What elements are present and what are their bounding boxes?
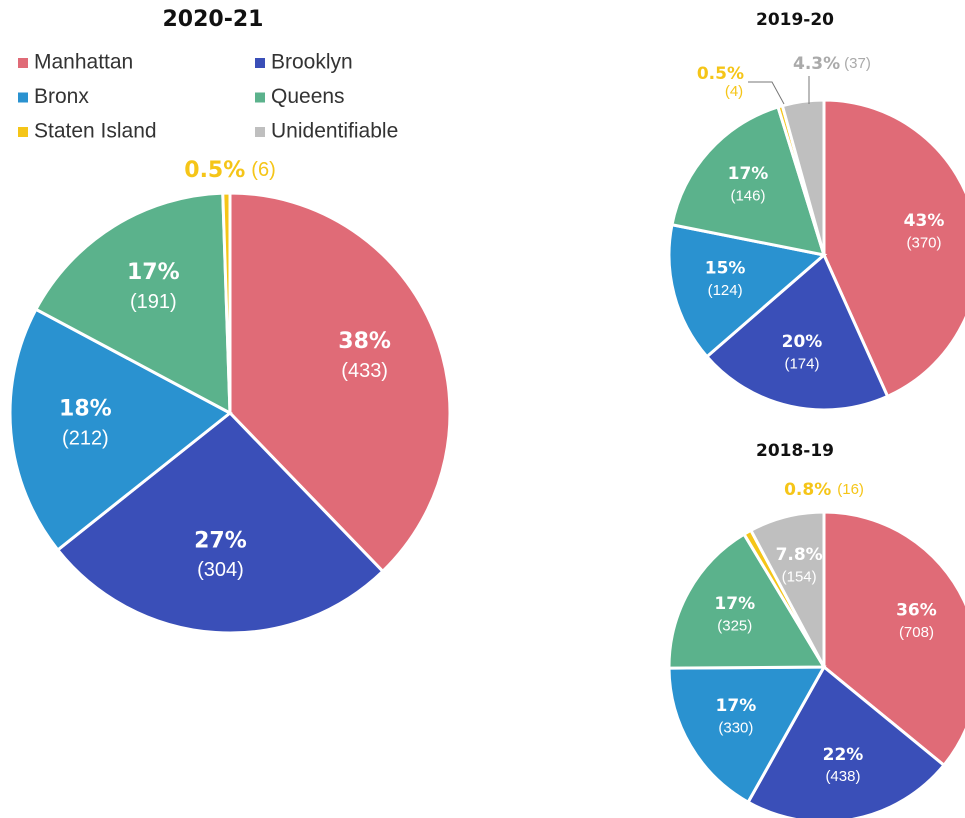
percent-label: 17% bbox=[127, 260, 180, 285]
percent-label: 17% bbox=[728, 164, 769, 184]
value-label: (16) bbox=[837, 481, 864, 498]
pie-slice bbox=[822, 98, 965, 399]
value-label: (4) bbox=[725, 83, 743, 100]
pie-slice bbox=[667, 532, 827, 670]
chart-title: 2019-20 bbox=[756, 10, 834, 30]
pie-slice bbox=[33, 191, 232, 416]
value-label: (146) bbox=[730, 187, 765, 204]
pie-slice bbox=[748, 510, 826, 668]
value-label: (174) bbox=[784, 356, 819, 373]
legend-label: Unidentifiable bbox=[271, 120, 398, 143]
value-label: (370) bbox=[907, 234, 942, 251]
pie-slice bbox=[780, 98, 826, 256]
percent-label: 22% bbox=[823, 745, 864, 765]
value-label: (330) bbox=[718, 720, 753, 737]
leader-line bbox=[748, 81, 785, 105]
value-label: (708) bbox=[899, 624, 934, 641]
outside-label: 0.8% (16) bbox=[784, 480, 864, 500]
pie-slice bbox=[670, 105, 827, 257]
legend-label: Staten Island bbox=[34, 120, 157, 143]
value-label: (325) bbox=[717, 618, 752, 635]
percent-label: 0.5% bbox=[184, 158, 245, 183]
percent-label: 17% bbox=[716, 696, 757, 716]
percent-label: 17% bbox=[714, 594, 755, 614]
pie-slice bbox=[667, 222, 828, 359]
value-label: (433) bbox=[341, 360, 388, 382]
percent-label: 0.8% bbox=[784, 480, 831, 500]
legend-label: Brooklyn bbox=[271, 51, 353, 74]
value-label: (6) bbox=[251, 159, 275, 181]
percent-label: 20% bbox=[782, 332, 823, 352]
legend-swatch bbox=[18, 92, 28, 103]
pie-slice bbox=[55, 410, 385, 635]
legend-label: Manhattan bbox=[34, 51, 133, 74]
pie-slice bbox=[8, 307, 233, 553]
pie-slice bbox=[667, 665, 827, 805]
value-label: (304) bbox=[197, 559, 244, 581]
value-label: (438) bbox=[825, 768, 860, 785]
value-label: (124) bbox=[708, 282, 743, 299]
legend-label: Queens bbox=[271, 85, 345, 108]
value-label: (191) bbox=[130, 291, 177, 313]
value-label: (37) bbox=[844, 55, 871, 72]
percent-label: 38% bbox=[338, 329, 391, 354]
pie-slice bbox=[704, 252, 890, 412]
percent-label: 27% bbox=[194, 528, 247, 553]
legend-swatch bbox=[255, 92, 265, 103]
value-label: (154) bbox=[782, 568, 817, 585]
percent-label: 4.3% bbox=[793, 54, 840, 74]
percent-label: 36% bbox=[896, 600, 937, 620]
pie-slice bbox=[746, 664, 947, 818]
chart-title: 2020-21 bbox=[163, 7, 264, 32]
outside-label: 4.3% (37) bbox=[793, 54, 871, 74]
percent-label: 18% bbox=[59, 397, 112, 422]
legend-swatch bbox=[18, 127, 28, 137]
chart-title: 2018-19 bbox=[756, 441, 834, 461]
pie-slice bbox=[822, 510, 965, 768]
percent-label: 15% bbox=[705, 258, 746, 278]
outside-label: 0.5% (6) bbox=[184, 158, 275, 183]
percent-label: 7.8% bbox=[776, 545, 823, 565]
legend-swatch bbox=[18, 58, 28, 68]
legend-swatch bbox=[255, 127, 265, 137]
legend-label: Bronx bbox=[34, 85, 89, 108]
pie-slice bbox=[228, 191, 452, 574]
pie-slice bbox=[221, 191, 232, 414]
percent-label: 0.5% bbox=[697, 64, 744, 84]
value-label: (212) bbox=[62, 427, 109, 449]
percent-label: 43% bbox=[904, 211, 945, 231]
legend-swatch bbox=[255, 58, 265, 68]
